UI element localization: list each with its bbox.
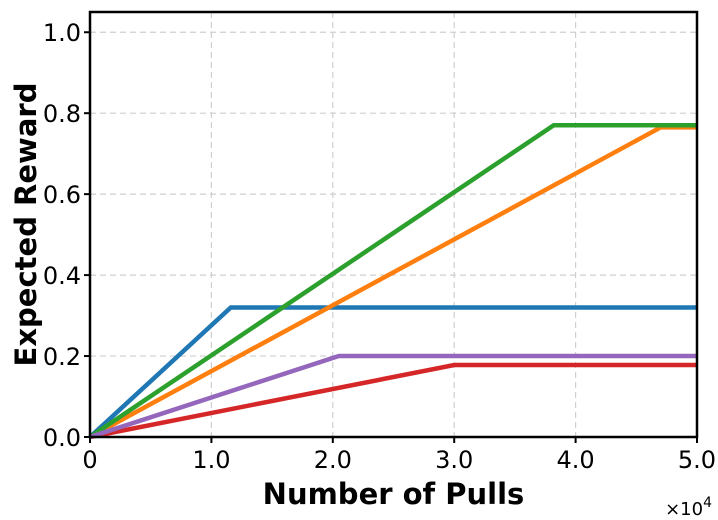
x-axis-exponent-power: 4: [703, 495, 712, 511]
x-tick-label: 1.0: [192, 446, 230, 474]
x-axis-title: Number of Pulls: [263, 477, 525, 511]
y-tick-label: 0.8: [43, 100, 81, 128]
y-tick-label: 0.2: [43, 343, 81, 371]
x-tick-label: 4.0: [557, 446, 595, 474]
y-tick-label: 0.0: [43, 424, 81, 452]
x-tick-label: 3.0: [435, 446, 473, 474]
x-tick-label: 2.0: [314, 446, 352, 474]
plot-frame: [88, 10, 699, 439]
x-tick-label: 5.0: [678, 446, 716, 474]
series-line-1: [88, 305, 697, 439]
axis-ticks: 0 1.0 2.0 3.0 4.0 5.0 0.0 0.2 0.4 0.6 0.8 1.0: [43, 19, 716, 474]
x-axis-exponent: ×104: [665, 495, 712, 520]
y-tick-label: 1.0: [43, 19, 81, 47]
x-axis-exponent-base: ×10: [665, 499, 703, 520]
series-line-5: [89, 353, 697, 440]
plot-lines: [88, 123, 697, 440]
y-tick-label: 0.4: [43, 262, 81, 290]
y-tick-label: 0.6: [43, 181, 81, 209]
y-axis-title: Expected Reward: [9, 83, 43, 367]
x-tick-label: 0: [82, 446, 97, 474]
series-line-4: [89, 362, 697, 440]
series-line-3: [88, 123, 697, 439]
series-line-2: [88, 125, 697, 439]
